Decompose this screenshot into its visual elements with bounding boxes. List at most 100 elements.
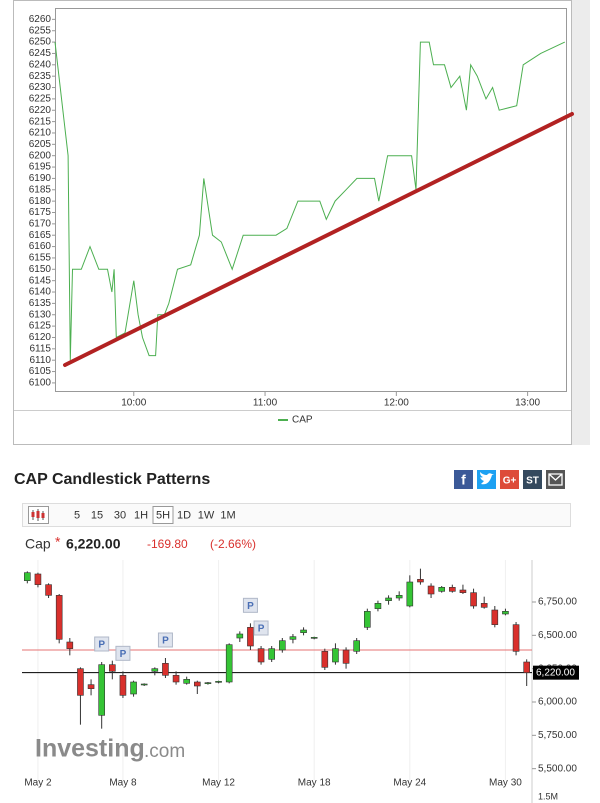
y-tick-label: 6135 [29,298,52,309]
candle-body [289,636,297,640]
x-tick-label: 11:00 [253,398,278,409]
share-icons: f G+ ST [454,470,565,489]
x-tick-label: May 24 [393,778,426,789]
interval-button[interactable]: 1D [177,509,191,521]
y-tick-label: 6130 [29,309,52,320]
pattern-marker[interactable] [253,620,269,636]
candle-body [268,648,275,660]
trend-line [63,112,574,367]
candle-body [385,597,392,601]
candle-body [342,649,350,664]
pattern-marker[interactable] [115,645,131,661]
quote-change-pct: (-2.66%) [210,537,256,551]
x-tick-label: 12:00 [384,398,409,409]
candle-body [130,681,137,695]
x-tick-label: May 30 [489,778,522,789]
y-tick-label: 6205 [29,139,52,150]
x-tick-label: May 2 [24,778,52,789]
candle-body [183,679,190,684]
facebook-label: f [461,472,466,488]
candle-body [109,664,116,672]
candle-body [300,629,307,633]
y-tick-label: 6150 [29,264,52,275]
candle-body [204,682,212,684]
interval-button[interactable]: 5H [156,509,170,521]
gplus-label: G+ [503,476,517,487]
y-tick-label: 6210 [29,128,52,139]
candle-body [257,648,265,663]
candle-body [279,640,286,651]
interval-bar: 5 15 30 1H 5H 1D 1W 1M [74,506,236,524]
side-strip [572,0,590,445]
series-line [54,41,566,361]
candle-body [66,641,74,649]
candle-body [215,681,222,683]
candle-body [24,572,31,581]
pattern-marker[interactable] [157,632,173,648]
candle-body [119,675,127,696]
interval-button[interactable]: 30 [114,509,126,521]
y-tick-label: 6225 [29,94,52,105]
y-tick-label: 6245 [29,48,52,59]
candle-body [162,663,169,676]
candle-body [194,681,201,687]
y-tick-label: 6215 [29,116,52,127]
y-tick-label: 6195 [29,162,52,173]
candle-body [236,633,244,639]
mail-glyph [548,473,563,486]
pattern-marker[interactable] [242,597,258,613]
y-tick-label: 6250 [29,37,52,48]
candle-body [45,584,52,596]
y-tick-label: 6145 [29,275,52,286]
last-price-box [533,665,579,680]
candle-body [140,683,148,686]
pattern-marker-label: P [162,636,169,647]
x-tick-label: 13:00 [515,398,540,409]
facebook-icon[interactable] [454,470,473,489]
interval-button[interactable]: 1M [220,509,235,521]
candle-icon-bodies [31,511,45,518]
interval-button[interactable]: 1W [198,509,215,521]
candle-body [247,627,254,647]
interval-button[interactable]: 5 [74,509,80,521]
gplus-icon[interactable] [500,470,519,489]
stocktwits-label: ST [526,476,539,487]
candle-body [491,609,499,625]
x-tick-label: May 8 [109,778,137,789]
y-tick-label: 6190 [29,173,52,184]
y-tick-label: 6230 [29,82,52,93]
y-tick-label: 6200 [29,150,52,161]
candle-body [459,589,467,593]
y-tick-label: 6175 [29,207,52,218]
quote-change: -169.80 [147,537,188,551]
candle-body [172,675,180,683]
pattern-marker[interactable] [94,636,110,652]
interval-button[interactable]: 1H [134,509,148,521]
candle-body [502,611,509,615]
y-tick-label: 6100 [29,378,52,389]
candle-body [364,611,371,628]
quote-name: Cap [25,536,51,552]
y-tick-label: 6140 [29,287,52,298]
y-tick-label: 6110 [29,355,51,366]
y-tick-label: 6105 [29,366,52,377]
y-tick-label: 6,750.00 [538,597,577,608]
candle-body [512,624,520,652]
y-tick-label: 6185 [29,184,52,195]
candle-body [225,644,233,683]
y-tick-label: 6155 [29,253,52,264]
y-tick-label: 6170 [29,218,52,229]
candle-body [395,595,403,599]
y-tick-label: 5,750.00 [538,730,577,741]
quote-star: * [55,534,61,550]
candle-body [438,587,445,592]
stocktwits-icon[interactable] [523,470,542,489]
candle-body [98,664,105,716]
y-tick-label: 6125 [29,321,52,332]
interval-selected [152,506,174,524]
last-price-label: 6,220.00 [536,667,575,678]
interval-button[interactable]: 15 [91,509,103,521]
x-tick-label: May 12 [202,778,235,789]
pattern-marker-label: P [98,640,105,651]
pattern-marker-label: P [120,649,127,660]
